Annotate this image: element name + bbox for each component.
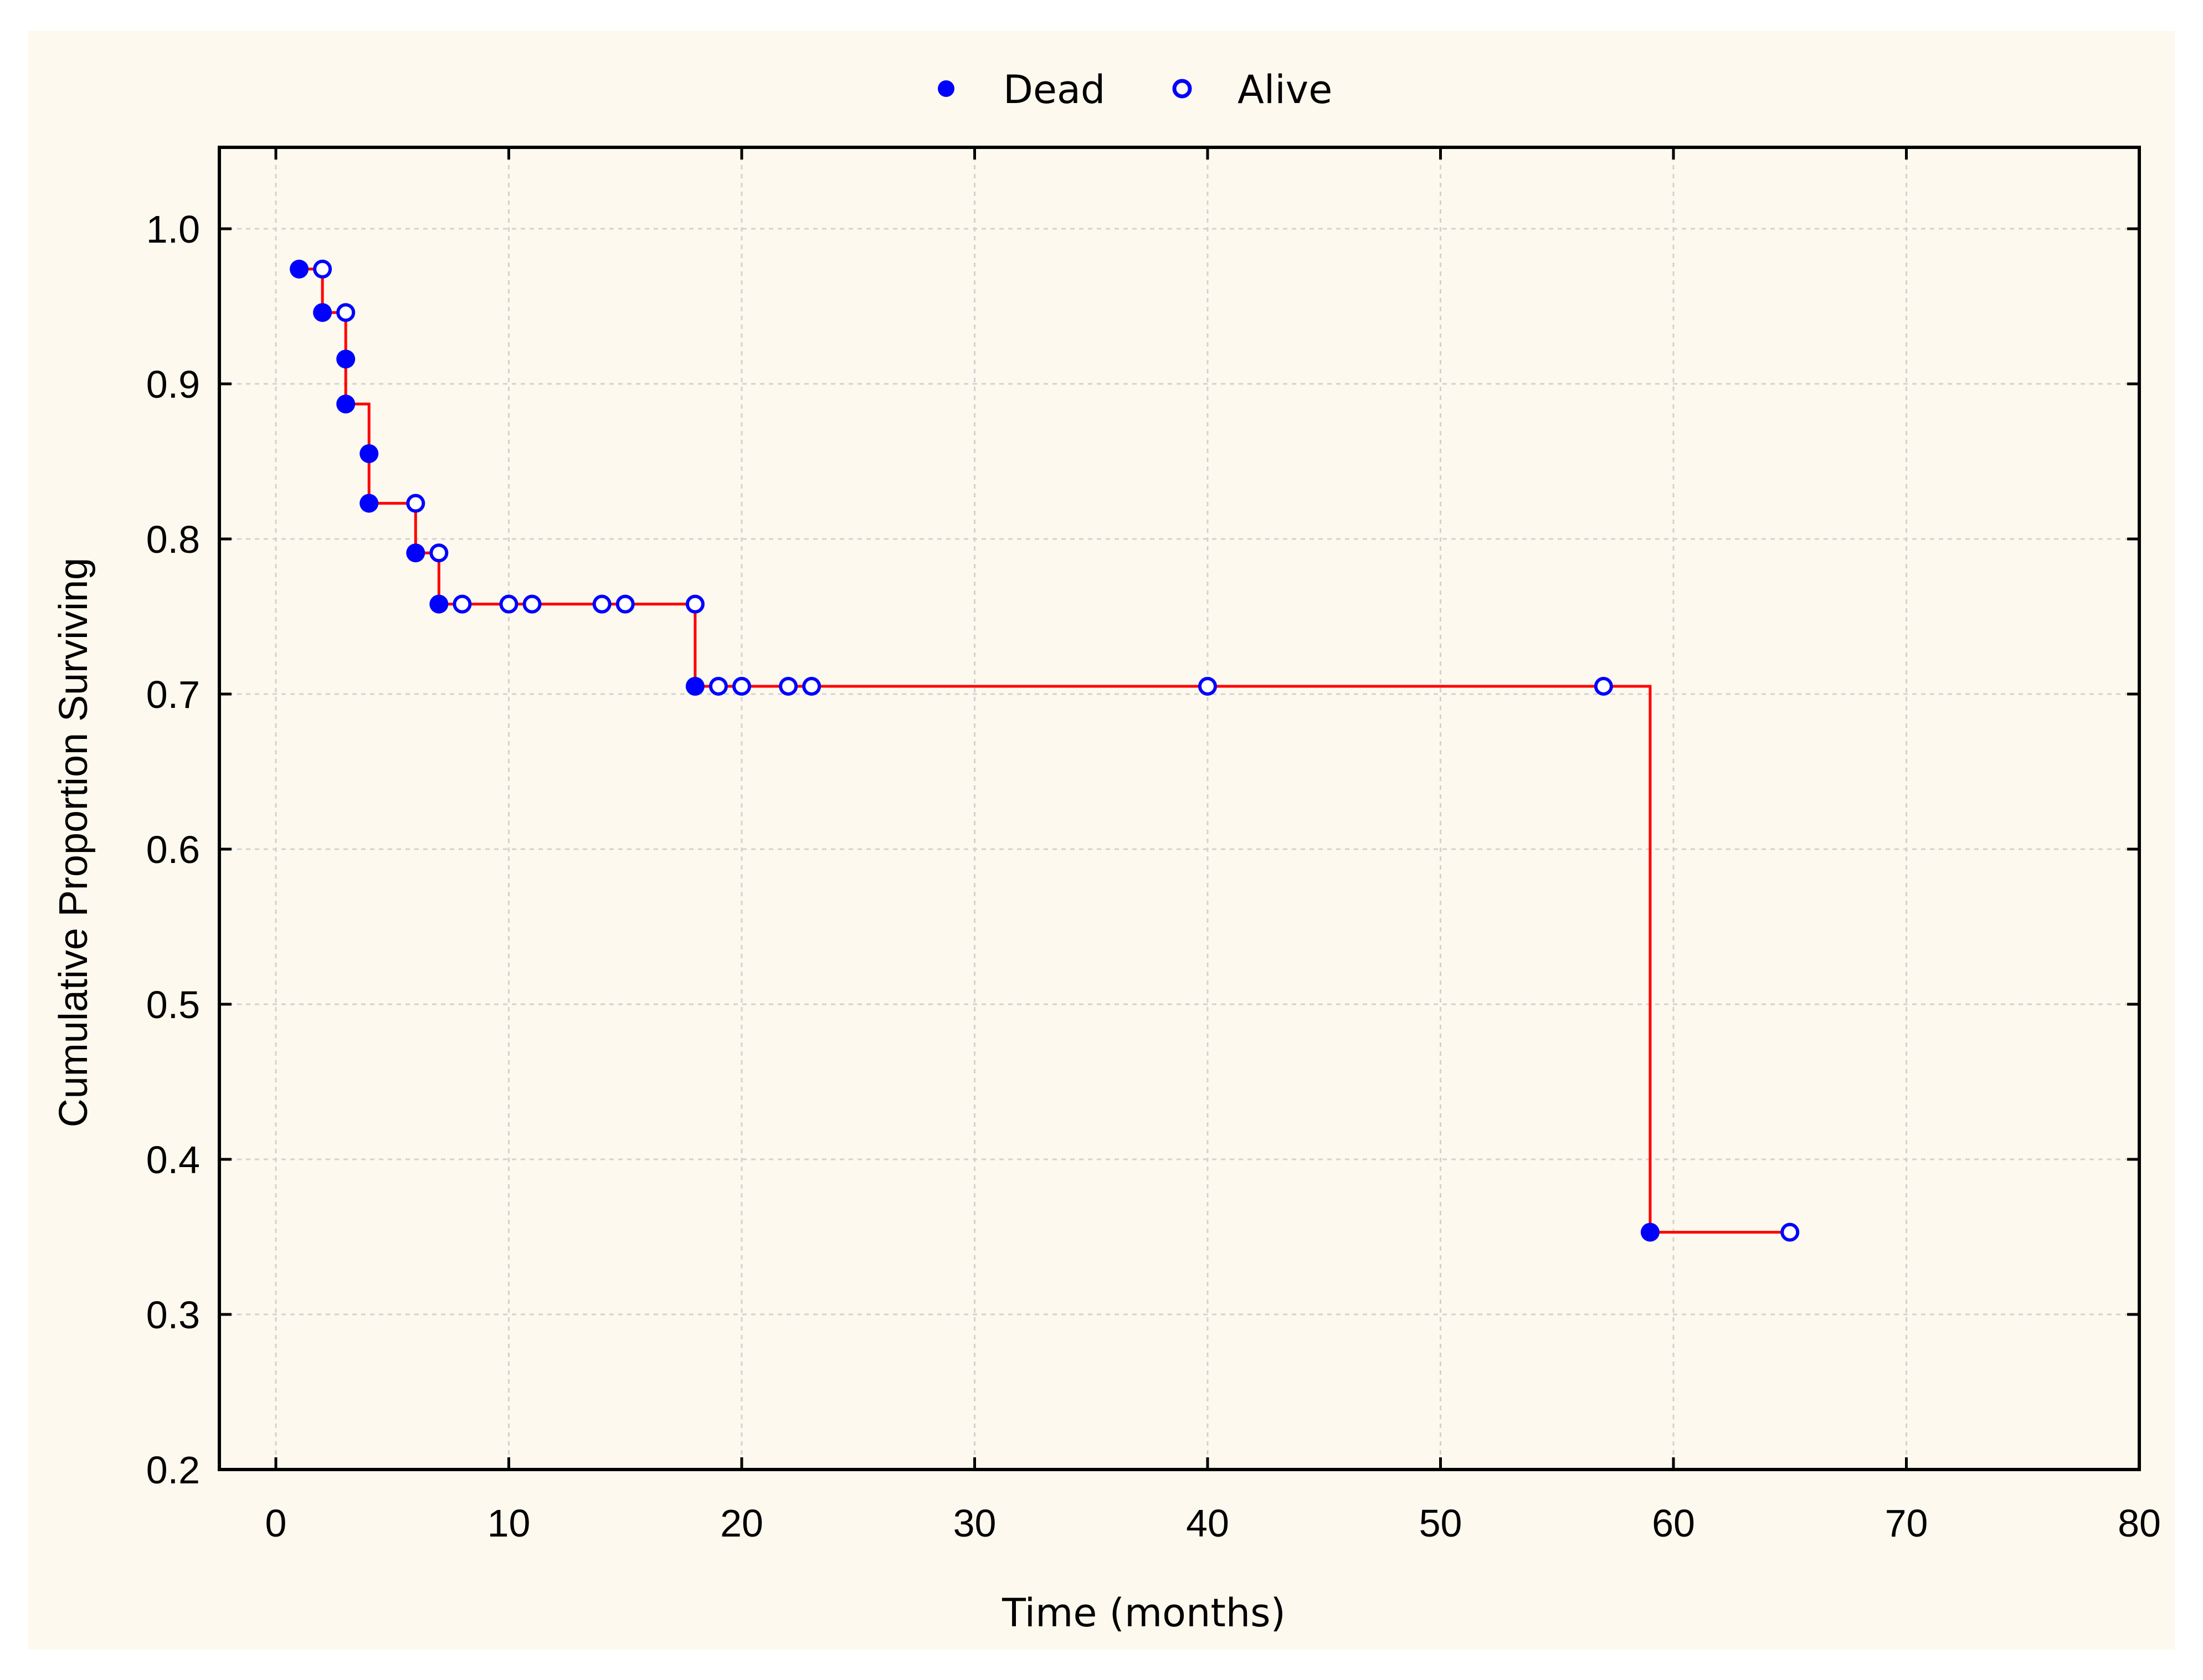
x-tick-label: 10 (487, 1502, 531, 1545)
dead-point (685, 677, 705, 696)
alive-point (685, 594, 705, 614)
alive-point (522, 594, 542, 614)
plot-area-frame (218, 146, 2141, 1471)
x-axis-title: Time (months) (1002, 1590, 1286, 1636)
alive-point (1198, 677, 1217, 696)
data-markers (290, 259, 1800, 1242)
y-tick-label: 0.2 (146, 1448, 200, 1492)
y-tick-label: 0.5 (146, 983, 200, 1026)
x-tick-labels: 0 10 20 30 40 50 60 70 80 (265, 1502, 2161, 1545)
grid (219, 147, 2139, 1470)
x-tick-label: 80 (2118, 1502, 2161, 1545)
x-tick-label: 30 (953, 1502, 997, 1545)
y-tick-label: 0.4 (146, 1138, 200, 1181)
alive-point (592, 594, 612, 614)
dead-point (360, 444, 379, 463)
x-tick-label: 20 (720, 1502, 763, 1545)
chart-panel: Dead Alive 0 10 20 30 40 50 60 70 80 0.2 0.3 0.4 0.… (28, 31, 2175, 1650)
y-axis-title: Cumulative Proportion Surviving (52, 558, 96, 1127)
legend-dead-marker (938, 80, 954, 97)
alive-point (708, 677, 728, 696)
dead-point (290, 259, 309, 279)
legend-alive-label: Alive (1237, 67, 1332, 112)
y-tick-label: 0.3 (146, 1293, 200, 1337)
legend: Dead Alive (938, 67, 1332, 112)
alive-point (615, 594, 635, 614)
y-tick-label: 1.0 (146, 208, 200, 251)
y-tick-label: 0.8 (146, 518, 200, 561)
alive-point (802, 677, 821, 696)
dead-point (1640, 1222, 1660, 1242)
alive-point (336, 303, 356, 322)
survival-chart: Dead Alive 0 10 20 30 40 50 60 70 80 0.20.30.40.… (52, 67, 2161, 1636)
y-tick-label: 0.9 (146, 363, 200, 406)
dead-point (336, 350, 356, 369)
alive-point (453, 594, 472, 614)
alive-point (499, 594, 518, 614)
y-tick-labels: 0.2 0.3 0.4 0.5 0.6 0.7 0.8 0.9 1.0 (146, 208, 200, 1492)
x-tick-label: 70 (1885, 1502, 1928, 1545)
dead-point (336, 394, 356, 414)
dead-point (313, 303, 332, 322)
x-tick-label: 40 (1186, 1502, 1229, 1545)
x-tick-label: 0 (265, 1502, 287, 1545)
legend-alive-marker (1172, 79, 1192, 99)
y-tick-label: 0.7 (146, 673, 200, 716)
alive-point (313, 259, 332, 279)
legend-dead-label: Dead (1003, 67, 1105, 112)
alive-point (779, 677, 798, 696)
survival-curve (299, 268, 1790, 1234)
x-tick-label: 60 (1652, 1502, 1695, 1545)
alive-point (406, 494, 425, 513)
alive-point (1780, 1222, 1800, 1242)
survival-step-line (299, 268, 1790, 1234)
dead-point (406, 543, 425, 563)
alive-point (429, 543, 449, 563)
dead-point (429, 594, 449, 614)
alive-point (1594, 677, 1613, 696)
alive-point (732, 677, 751, 696)
dead-point (360, 494, 379, 513)
y-tick-label: 0.6 (146, 828, 200, 871)
x-tick-label: 50 (1419, 1502, 1462, 1545)
axis-ticks (219, 147, 2141, 1471)
